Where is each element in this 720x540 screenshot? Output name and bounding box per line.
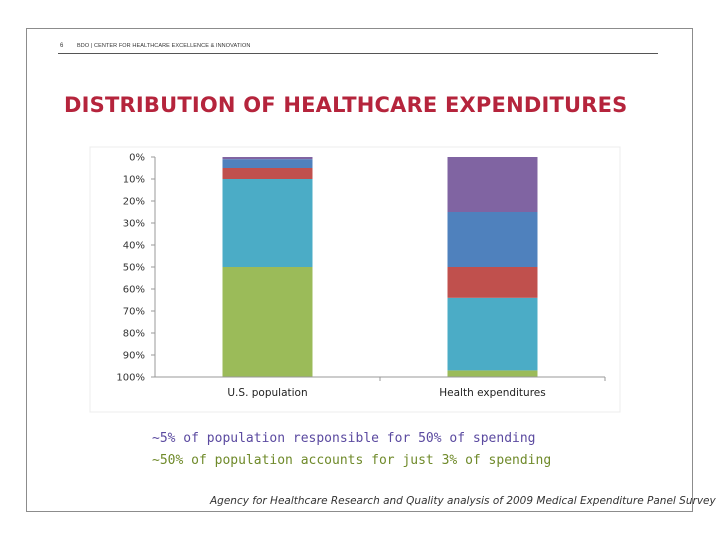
note-line-1: ~5% of population responsible for 50% of… <box>152 431 536 446</box>
y-tick-label: 60% <box>123 285 145 296</box>
source-citation: Agency for Healthcare Research and Quali… <box>210 495 716 507</box>
y-tick-label: 0% <box>129 153 145 164</box>
y-tick-label: 70% <box>123 307 145 318</box>
page-number: 6 <box>60 43 64 49</box>
bar-segment <box>222 168 313 179</box>
y-tick-label: 80% <box>123 329 145 340</box>
x-category-label: Health expenditures <box>439 387 545 399</box>
y-tick-label: 20% <box>123 197 145 208</box>
y-tick-label: 50% <box>123 263 145 274</box>
bar-segment <box>447 157 538 212</box>
y-tick-label: 90% <box>123 351 145 362</box>
header-text: BDO | CENTER FOR HEALTHCARE EXCELLENCE &… <box>77 43 251 49</box>
header-divider <box>58 53 658 54</box>
y-tick-label: 30% <box>123 219 145 230</box>
bar-segment <box>447 370 538 377</box>
y-tick-label: 40% <box>123 241 145 252</box>
chart-area-border <box>89 146 621 413</box>
y-tick-label: 100% <box>116 373 145 384</box>
bar-segment <box>447 212 538 267</box>
slide-title: DISTRIBUTION OF HEALTHCARE EXPENDITURES <box>64 93 628 117</box>
bar-segment <box>447 297 538 371</box>
bar-segment <box>222 157 313 160</box>
note-line-2: ~50% of population accounts for just 3% … <box>152 453 552 468</box>
x-category-label: U.S. population <box>227 387 307 399</box>
bar-segment <box>447 267 538 298</box>
bar-segment <box>222 267 313 377</box>
bar-segment <box>222 159 313 168</box>
y-tick-label: 10% <box>123 175 145 186</box>
slide-frame <box>26 28 693 512</box>
bar-segment <box>222 179 313 267</box>
